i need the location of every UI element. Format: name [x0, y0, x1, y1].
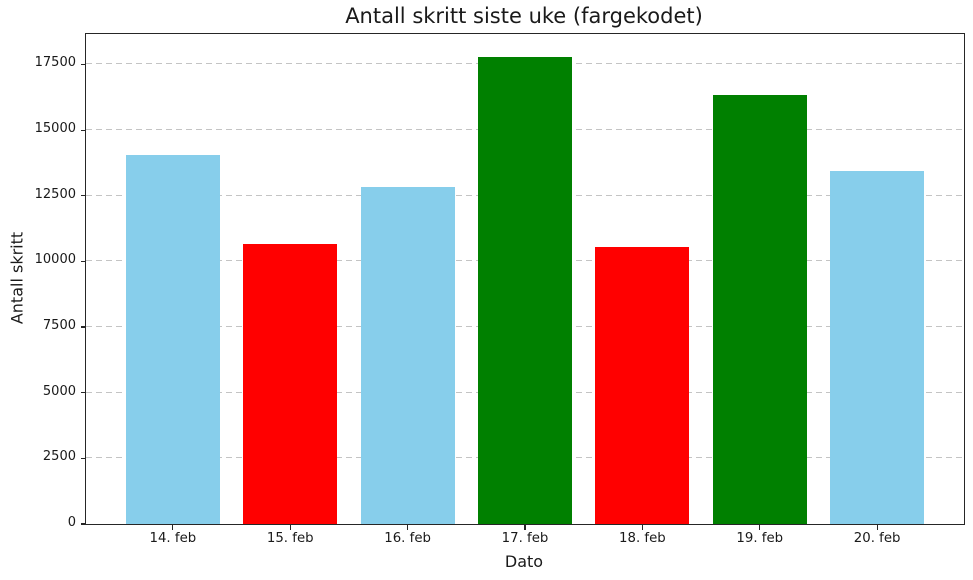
bar-15-feb: [243, 243, 338, 524]
y-tick-mark: [80, 129, 85, 131]
x-tick-mark: [759, 525, 761, 530]
y-tick-mark: [80, 457, 85, 459]
bar-18-feb: [595, 246, 690, 524]
bar-19-feb: [712, 94, 807, 524]
x-tick-label-17-feb: 17. feb: [501, 531, 549, 546]
x-tick-label-15-feb: 15. feb: [266, 531, 314, 546]
y-tick-label-12500: 12500: [34, 186, 76, 202]
x-axis-label: Dato: [504, 552, 544, 571]
bar-17-feb: [478, 57, 572, 524]
bar-14-feb: [125, 154, 220, 524]
y-tick-label-17500: 17500: [34, 55, 76, 71]
y-tick-label-5000: 5000: [42, 383, 76, 399]
y-tick-label-10000: 10000: [34, 252, 76, 268]
y-tick-mark: [80, 523, 85, 525]
x-tick-mark: [172, 525, 174, 530]
y-tick-mark: [80, 392, 85, 394]
y-axis-tick-labels: 0 2500 5000 7500 10000 12500 15000 17500: [0, 33, 76, 530]
bar-16-feb: [360, 186, 455, 524]
y-tick-label-15000: 15000: [34, 121, 76, 137]
y-tick-mark: [80, 63, 85, 66]
x-tick-mark: [641, 525, 643, 530]
y-tick-label-0: 0: [67, 515, 76, 530]
x-tick-label-20-feb: 20. feb: [853, 531, 901, 546]
y-tick-mark: [80, 195, 85, 197]
y-tick-mark: [80, 326, 85, 328]
x-tick-label-16-feb: 16. feb: [384, 531, 431, 546]
y-tick-mark: [80, 260, 85, 263]
bar-20-feb: [830, 170, 925, 524]
x-tick-label-14-feb: 14. feb: [149, 531, 197, 546]
x-tick-mark: [289, 525, 291, 530]
plot-area: [80, 33, 965, 530]
x-tick-mark: [407, 525, 409, 530]
x-tick-label-19-feb: 19. feb: [736, 531, 784, 546]
x-tick-label-18-feb: 18. feb: [619, 531, 666, 546]
chart-title: Antall skritt siste uke (fargekodet): [345, 4, 703, 28]
x-tick-mark: [524, 525, 526, 530]
x-axis-tick-labels: 14. feb 15. feb 16. feb 17. feb 18. feb 19. f…: [86, 531, 964, 549]
x-tick-mark: [876, 525, 878, 530]
y-tick-label-7500: 7500: [42, 318, 76, 334]
y-tick-label-2500: 2500: [42, 449, 76, 465]
